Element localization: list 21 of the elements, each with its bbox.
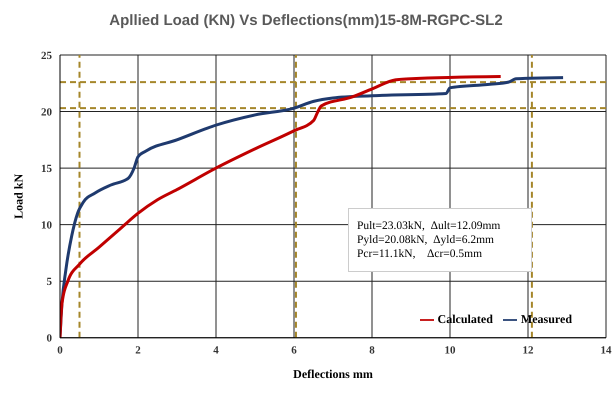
note-box: Pult=23.03kN, Δult=12.09mm Pyld=20.08kN, Δyld=6.2mm Pcr=11.1kN, Δcr=0.5mm [348,208,532,272]
annotation: Pcr=11.1kN, Δcr=0.5mm [357,247,484,261]
chart-title: Apllied Load (KN) Vs Deflections(mm)15-8M-RGPC-SL2 [108,12,504,29]
x-tick-label: 14 [600,344,612,357]
x-tick-label: 2 [135,344,142,357]
x-axis-title: Deflections mm [293,366,373,381]
x-tick-label: 12 [522,344,534,357]
x-tick-label: 4 [213,344,220,357]
y-axis-title: Load kN [11,174,26,219]
y-tick-label: 0 [46,332,52,345]
x-tick-label: 8 [369,344,376,357]
annotation: Pyld=20.08kN, Δyld=6.2mm [357,233,495,247]
x-tick-label: 6 [291,344,298,357]
y-tick-label: 5 [46,276,52,288]
annotation: Pult=23.03kN, Δult=12.09mm [357,219,502,233]
x-tick-label: 0 [57,344,64,357]
y-tick-label: 25 [41,50,52,62]
y-tick-label: 15 [41,163,52,176]
y-tick-label: 20 [41,106,52,118]
x-tick-label: 10 [444,344,456,357]
y-tick-label: 10 [41,220,52,232]
